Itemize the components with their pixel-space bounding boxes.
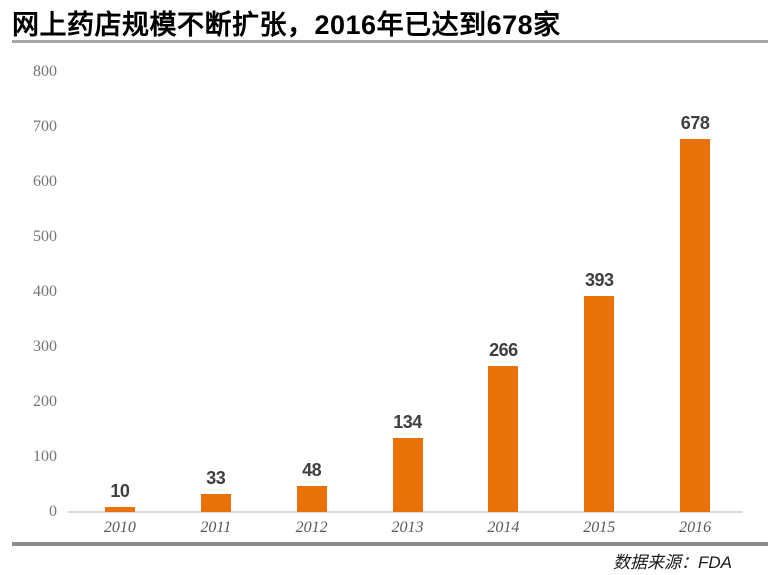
data-label-2016: 678: [680, 113, 710, 134]
source-note: 数据来源：FDA: [613, 553, 732, 572]
y-tick-label: 500: [33, 228, 57, 245]
bar-slot-2013: 134: [360, 72, 456, 512]
x-tick-label-2013: 2013: [391, 519, 424, 536]
y-tick-label: 400: [33, 283, 57, 300]
data-label-2013: 134: [393, 412, 422, 433]
title-underline: [12, 40, 768, 43]
bar-2014: [488, 365, 519, 512]
data-label-2014: 266: [489, 339, 518, 360]
y-tick-label: 600: [33, 173, 57, 190]
bar-2011: [200, 493, 231, 512]
x-axis-line: [68, 511, 743, 513]
data-label-2015: 393: [584, 269, 614, 290]
bar-2015: [584, 295, 615, 512]
x-tick-label-2016: 2016: [679, 519, 712, 536]
bar-slot-2010: 10: [72, 72, 168, 512]
data-label-2011: 33: [206, 467, 226, 488]
bars-container: 10 33 48 134 266 393 678: [72, 72, 743, 512]
y-tick-label: 700: [33, 118, 57, 135]
x-tick-label-2012: 2012: [295, 519, 328, 536]
x-tick-label-2014: 2014: [487, 519, 520, 536]
data-label-2012: 48: [302, 459, 322, 480]
bar-2012: [296, 485, 327, 512]
x-tick-label-2010: 2010: [103, 519, 136, 536]
bar-slot-2014: 266: [455, 72, 551, 512]
y-tick-label: 300: [33, 338, 57, 355]
bar-2013: [392, 438, 423, 512]
bar-2016: [680, 139, 711, 512]
plot-area: 10 33 48 134 266 393 678: [68, 72, 743, 513]
bar-slot-2012: 48: [264, 72, 360, 512]
y-tick-label: 0: [49, 503, 57, 520]
chart-title: 网上药店规模不断扩张，2016年已达到678家: [12, 10, 561, 40]
bar-slot-2011: 33: [168, 72, 264, 512]
y-tick-label: 100: [33, 448, 57, 465]
x-axis-labels: 2010 2011 2012 2013 2014 2015 2016: [72, 519, 743, 537]
y-tick-label: 800: [33, 63, 57, 80]
bar-2010: [104, 506, 135, 512]
bar-slot-2015: 393: [551, 72, 647, 512]
footer-divider: [12, 542, 768, 546]
x-tick-label-2011: 2011: [200, 519, 232, 536]
x-tick-label-2015: 2015: [583, 519, 616, 536]
bar-slot-2016: 678: [647, 72, 743, 512]
data-label-2010: 10: [110, 480, 130, 501]
y-tick-label: 200: [33, 393, 57, 410]
